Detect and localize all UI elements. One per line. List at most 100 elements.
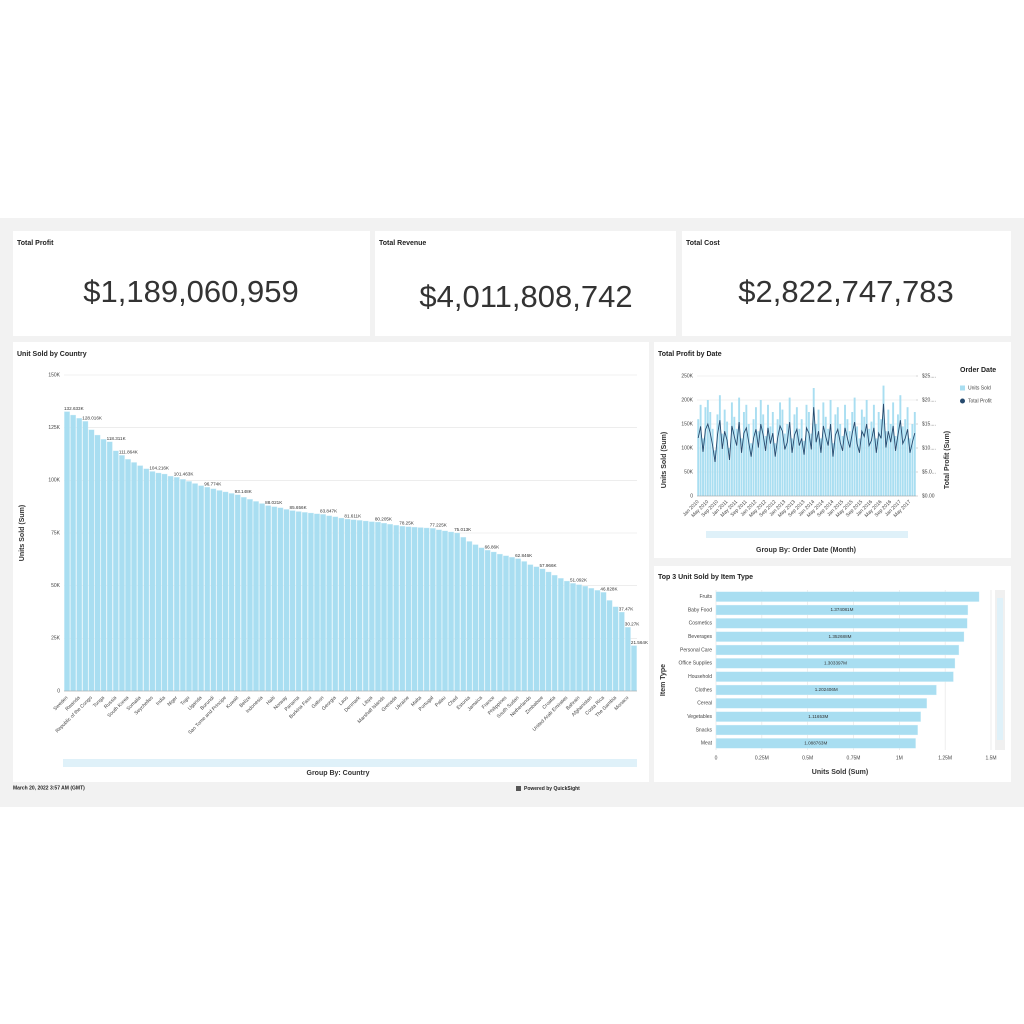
bar bbox=[781, 409, 784, 496]
y2-tick-label: $25.... bbox=[922, 373, 936, 379]
x-tick-label: 0.75M bbox=[847, 755, 861, 761]
y-tick-label: 50K bbox=[684, 469, 694, 475]
bar bbox=[301, 512, 308, 692]
data-label: 1.374081M bbox=[830, 607, 853, 612]
y-tick-label: Fruits bbox=[700, 594, 713, 600]
scrollbar[interactable] bbox=[706, 531, 908, 538]
chart-title: Top 3 Unit Sold by Item Type bbox=[658, 574, 753, 581]
bar bbox=[738, 397, 741, 496]
chart-title: Total Profit by Date bbox=[658, 351, 722, 358]
y-tick-label: Baby Food bbox=[688, 607, 712, 613]
bar bbox=[807, 412, 810, 496]
bar bbox=[521, 561, 528, 692]
bar bbox=[715, 724, 918, 736]
bar bbox=[769, 426, 772, 496]
bar bbox=[533, 566, 540, 692]
bar bbox=[848, 431, 851, 496]
bar bbox=[805, 404, 808, 496]
x-axis-title: Group By: Order Date (Month) bbox=[756, 547, 856, 554]
bar bbox=[887, 409, 890, 496]
bar bbox=[896, 414, 899, 496]
x-tick-label: Haiti bbox=[265, 695, 276, 706]
scrollbar[interactable] bbox=[63, 759, 637, 767]
y2-tick-label: $20.... bbox=[922, 397, 936, 403]
y-tick-label: 150K bbox=[681, 421, 693, 427]
bar bbox=[186, 481, 192, 692]
data-label: 1.088763M bbox=[804, 741, 827, 746]
bar bbox=[143, 468, 150, 692]
bar bbox=[709, 412, 712, 496]
bar bbox=[715, 658, 956, 669]
bar bbox=[715, 671, 954, 682]
bar bbox=[94, 434, 101, 692]
bar bbox=[715, 604, 969, 616]
bar bbox=[715, 591, 980, 602]
legend-swatch bbox=[960, 385, 965, 391]
kpi-title: Total Profit bbox=[17, 240, 54, 247]
bar bbox=[875, 438, 878, 496]
bar bbox=[125, 459, 131, 692]
y-tick-label: Snacks bbox=[696, 727, 713, 733]
bar bbox=[844, 404, 846, 496]
bar bbox=[774, 443, 777, 496]
bar bbox=[899, 395, 902, 496]
bar bbox=[872, 404, 875, 496]
bar bbox=[594, 590, 601, 692]
data-label: 75.013K bbox=[454, 527, 472, 532]
scrollbar[interactable] bbox=[997, 598, 1003, 740]
bar bbox=[314, 513, 320, 692]
data-label: 101.463K bbox=[174, 471, 195, 476]
bar bbox=[832, 443, 834, 496]
bar bbox=[509, 557, 515, 692]
bar bbox=[715, 618, 968, 629]
bar bbox=[368, 521, 375, 692]
bar bbox=[798, 428, 801, 496]
bar bbox=[716, 414, 719, 496]
bar bbox=[399, 526, 406, 692]
bar bbox=[576, 584, 582, 692]
bar bbox=[793, 414, 796, 496]
x-axis-title: Units Sold (Sum) bbox=[812, 769, 868, 776]
bar bbox=[904, 419, 907, 496]
y-axis-title: Units Sold (Sum) bbox=[661, 432, 668, 488]
bar bbox=[829, 400, 832, 496]
bar bbox=[889, 424, 892, 496]
bar bbox=[715, 684, 937, 696]
bar bbox=[442, 530, 448, 692]
bar bbox=[723, 409, 726, 496]
bar bbox=[745, 404, 748, 496]
y-tick-label: Clothes bbox=[695, 687, 712, 693]
bar bbox=[216, 490, 223, 692]
bar bbox=[490, 551, 497, 692]
bar bbox=[198, 485, 205, 692]
bar bbox=[161, 473, 168, 692]
bar bbox=[527, 564, 534, 692]
bar bbox=[786, 424, 789, 496]
bar bbox=[721, 433, 724, 496]
kpi-title: Total Revenue bbox=[379, 240, 426, 247]
bar bbox=[106, 441, 113, 692]
bar bbox=[803, 440, 806, 496]
y2-tick-label: $0.00 bbox=[922, 493, 935, 499]
bar bbox=[557, 578, 564, 692]
bar bbox=[332, 516, 339, 692]
bar bbox=[180, 479, 186, 692]
data-label: 104.216K bbox=[149, 466, 170, 471]
data-label: 37.47K bbox=[619, 606, 634, 611]
data-label: 1.303397M bbox=[824, 661, 847, 666]
powered-by: Powered by QuickSight bbox=[524, 786, 580, 792]
bar bbox=[417, 527, 424, 692]
bar bbox=[240, 497, 247, 692]
legend-label: Units Sold bbox=[968, 385, 991, 391]
data-label: 80.205K bbox=[375, 516, 393, 521]
bar bbox=[429, 528, 436, 692]
y-axis-title: Item Type bbox=[660, 664, 667, 696]
bar bbox=[733, 416, 736, 496]
bar bbox=[714, 450, 717, 496]
bar bbox=[810, 433, 813, 496]
line bbox=[697, 403, 916, 462]
bar bbox=[204, 486, 211, 692]
x-tick-label: 0.5M bbox=[802, 755, 813, 761]
bar bbox=[539, 568, 546, 692]
